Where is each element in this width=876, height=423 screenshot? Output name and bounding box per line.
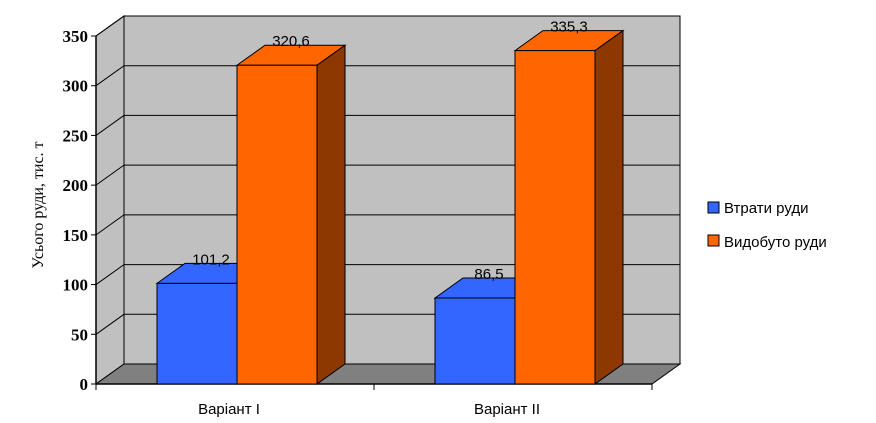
bar-front-face [236, 64, 318, 385]
bar [513, 29, 625, 385]
y-axis-label: Усього руди, тис. т [30, 141, 47, 268]
gridline [95, 164, 680, 186]
y-tick-label: 250 [63, 126, 89, 145]
y-tick-label: 200 [63, 176, 89, 195]
axes: 0 50 100 150 200 250 300 350 Варіант І Варіант ІІ [63, 27, 653, 418]
y-tick-label: 350 [63, 27, 89, 46]
gridline [95, 214, 680, 236]
bar-side-face [316, 44, 346, 385]
bar-front-face [434, 297, 516, 385]
side-wall [95, 15, 125, 385]
bar [235, 44, 347, 385]
data-labels: 101,2 320,6 86,5 335,3 [192, 19, 588, 283]
gridline [95, 264, 680, 285]
bar-side-face [594, 29, 624, 385]
data-label: 335,3 [550, 19, 588, 36]
bars [155, 29, 625, 385]
data-label: 101,2 [192, 251, 230, 268]
y-tick-label: 150 [63, 226, 89, 245]
bar-front-face [514, 50, 596, 385]
legend-label-series-2: Видобуто руди [724, 234, 827, 251]
data-label: 86,5 [474, 266, 503, 283]
y-tick-label: 100 [63, 276, 89, 295]
gridlines [95, 15, 680, 335]
x-tick-label: Варіант І [198, 401, 260, 418]
y-tick-label: 0 [80, 375, 89, 394]
legend-swatch-series-2 [707, 234, 720, 247]
legend-swatch-series-1 [707, 201, 720, 214]
data-label: 320,6 [272, 33, 310, 50]
bar-front-face [156, 282, 238, 385]
gridline [95, 65, 680, 87]
legend-label-series-1: Втрати руди [724, 200, 808, 217]
y-tick-label: 50 [71, 325, 88, 344]
y-tick-label: 300 [63, 77, 89, 96]
gridline [95, 114, 680, 136]
x-tick-label: Варіант ІІ [474, 401, 540, 418]
gridline [95, 15, 680, 37]
legend: Втрати руди Видобуто руди [707, 200, 827, 251]
